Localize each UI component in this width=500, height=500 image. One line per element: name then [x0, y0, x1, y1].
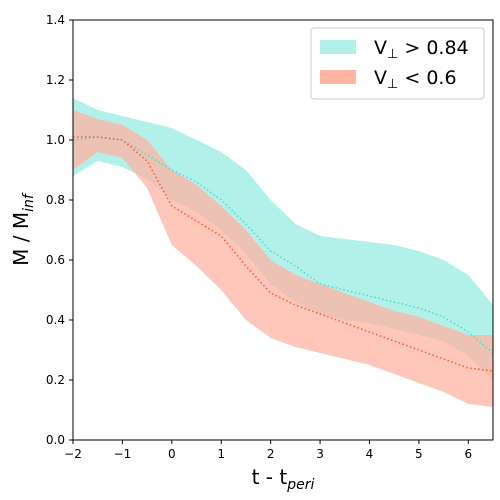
x-tick-label: 3 [316, 447, 324, 461]
band-low-vperp [73, 110, 493, 407]
y-axis-label-sub: inf [21, 192, 37, 212]
legend-label-high: V⊥ > 0.84 [374, 37, 469, 62]
y-axis-label-main: M / M [9, 212, 33, 266]
y-axis-ticks: 0.0 0.2 0.4 0.6 0.8 1.0 1.2 1.4 [46, 13, 73, 447]
confidence-bands [73, 98, 493, 407]
median-lines [72, 136, 494, 372]
y-tick-label: 1.4 [46, 13, 65, 27]
y-tick-label: 0.4 [46, 313, 65, 327]
x-tick-label: 1 [217, 447, 225, 461]
x-tick-label: 4 [366, 447, 374, 461]
legend-label-low: V⊥ < 0.6 [374, 67, 457, 92]
x-axis-label-main: t - t [252, 465, 288, 489]
y-tick-label: 1.2 [46, 73, 65, 87]
x-tick-label: 2 [267, 447, 275, 461]
y-tick-label: 1.0 [46, 133, 65, 147]
y-tick-label: 0.0 [46, 433, 65, 447]
x-axis-ticks: −2 −1 0 1 2 3 4 5 6 [64, 440, 472, 461]
legend-swatch-low [320, 70, 356, 84]
median-line-low-vperp [73, 136, 494, 372]
x-tick-label: −2 [64, 447, 82, 461]
x-tick-label: 0 [168, 447, 176, 461]
legend: V⊥ > 0.84 V⊥ < 0.6 [310, 27, 485, 100]
y-axis-label: M / Minf [9, 192, 37, 266]
x-axis-label-sub: peri [286, 477, 314, 493]
x-tick-label: 5 [415, 447, 423, 461]
x-tick-label: −1 [114, 447, 132, 461]
legend-swatch-high [320, 40, 356, 54]
y-tick-label: 0.8 [46, 193, 65, 207]
y-tick-label: 0.6 [46, 253, 65, 267]
x-tick-label: 6 [464, 447, 472, 461]
plot-frame [72, 19, 494, 441]
y-tick-label: 0.2 [46, 373, 65, 387]
x-axis-label: t - tperi [252, 465, 315, 493]
